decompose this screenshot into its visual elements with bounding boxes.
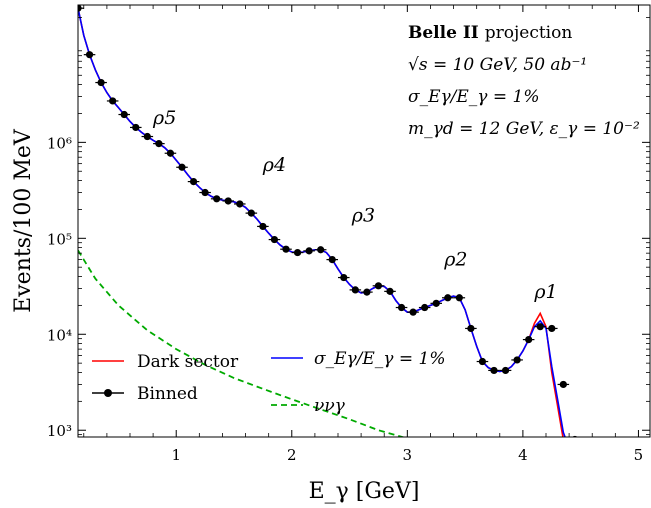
y-tick-label: 10³ [47, 422, 72, 440]
binned-point [166, 149, 175, 157]
binned-point [525, 335, 533, 344]
binned-point [236, 200, 244, 208]
series-line-nunugamma [78, 249, 406, 437]
x-axis-title: E_γ [GeV] [309, 479, 420, 504]
binned-point [143, 132, 151, 141]
binned-point [548, 324, 556, 333]
annotation-line-4: m_γd = 12 GeV, ε_γ = 10⁻² [408, 119, 640, 139]
binned-point [259, 222, 267, 231]
y-tick-label: 10⁵ [47, 230, 72, 248]
peak-label-2: ρ2 [443, 249, 467, 271]
peak-label-3: ρ3 [351, 204, 375, 226]
legend-label-resolution: σ_Eγ/E_γ = 1% [314, 349, 446, 369]
plot-frame [77, 4, 651, 438]
binned-point [189, 177, 198, 186]
binned-point [351, 286, 359, 294]
binned-point [536, 323, 544, 331]
legend-label-dark-sector: Dark sector [137, 352, 239, 372]
binned-point [224, 197, 232, 205]
peak-label-1: ρ1 [533, 281, 557, 303]
binned-point [120, 110, 128, 119]
legend-label-binned: Binned [137, 384, 198, 404]
binned-point [201, 188, 209, 197]
binned-point [282, 245, 290, 253]
binned-point [328, 255, 336, 264]
binned-point [513, 356, 521, 364]
binned-point [317, 246, 325, 254]
binned-point [340, 273, 348, 282]
binned-point [247, 209, 255, 217]
x-tick-label: 2 [287, 446, 297, 464]
annotation-projection: projection [485, 23, 573, 43]
binned-point [97, 78, 105, 87]
x-tick-label: 1 [171, 446, 181, 464]
annotation-line-2: √s = 10 GeV, 50 ab⁻¹ [408, 55, 587, 75]
binned-point [85, 51, 94, 59]
binned-point [501, 366, 510, 375]
peak-label-4: ρ4 [262, 154, 286, 176]
legend: Dark sector Binned σ_Eγ/E_γ = 1% ννγ [92, 349, 446, 416]
points-layer [78, 5, 578, 437]
ticks-layer: 1 2 3 4 5 10³ 10⁴ 10⁵ 10⁶ [47, 5, 650, 464]
binned-point [293, 248, 302, 257]
x-tick-label: 4 [518, 446, 528, 464]
binned-point [559, 380, 567, 389]
binned-point [213, 195, 221, 203]
y-tick-label: 10⁴ [47, 326, 72, 344]
binned-point [409, 308, 417, 316]
y-axis-title: Events/100 MeV [11, 128, 36, 313]
binned-point [478, 357, 487, 366]
x-tick-label: 3 [403, 446, 413, 464]
binned-point [78, 5, 82, 12]
annotation-belle-ii: Belle II [408, 23, 479, 43]
binned-point [444, 294, 452, 302]
annotation-line-3: σ_Eγ/E_γ = 1% [408, 87, 540, 107]
annotation-line-1: Belle II projection [408, 23, 572, 43]
peaks-layer: ρ5 ρ4 ρ3 ρ2 ρ1 [152, 107, 558, 303]
binned-point [363, 288, 371, 296]
binned-point [432, 299, 440, 307]
binned-point [490, 366, 498, 375]
binned-point [270, 235, 279, 244]
binned-point [178, 163, 186, 171]
binned-point [386, 287, 394, 295]
binned-point [155, 140, 163, 148]
plot-area [78, 5, 650, 437]
legend-swatch-binned-marker [104, 389, 112, 397]
legend-label-nunugamma: ννγ [314, 396, 346, 416]
y-tick-label: 10⁶ [47, 134, 72, 152]
x-tick-label: 5 [634, 446, 644, 464]
binned-point [374, 282, 383, 290]
binned-point [421, 303, 429, 312]
binned-point [455, 294, 463, 302]
binned-point [305, 247, 313, 255]
peak-label-5: ρ5 [152, 107, 176, 129]
binned-point [132, 123, 140, 132]
binned-point [397, 303, 406, 312]
binned-point [467, 324, 475, 333]
binned-point [109, 97, 117, 105]
